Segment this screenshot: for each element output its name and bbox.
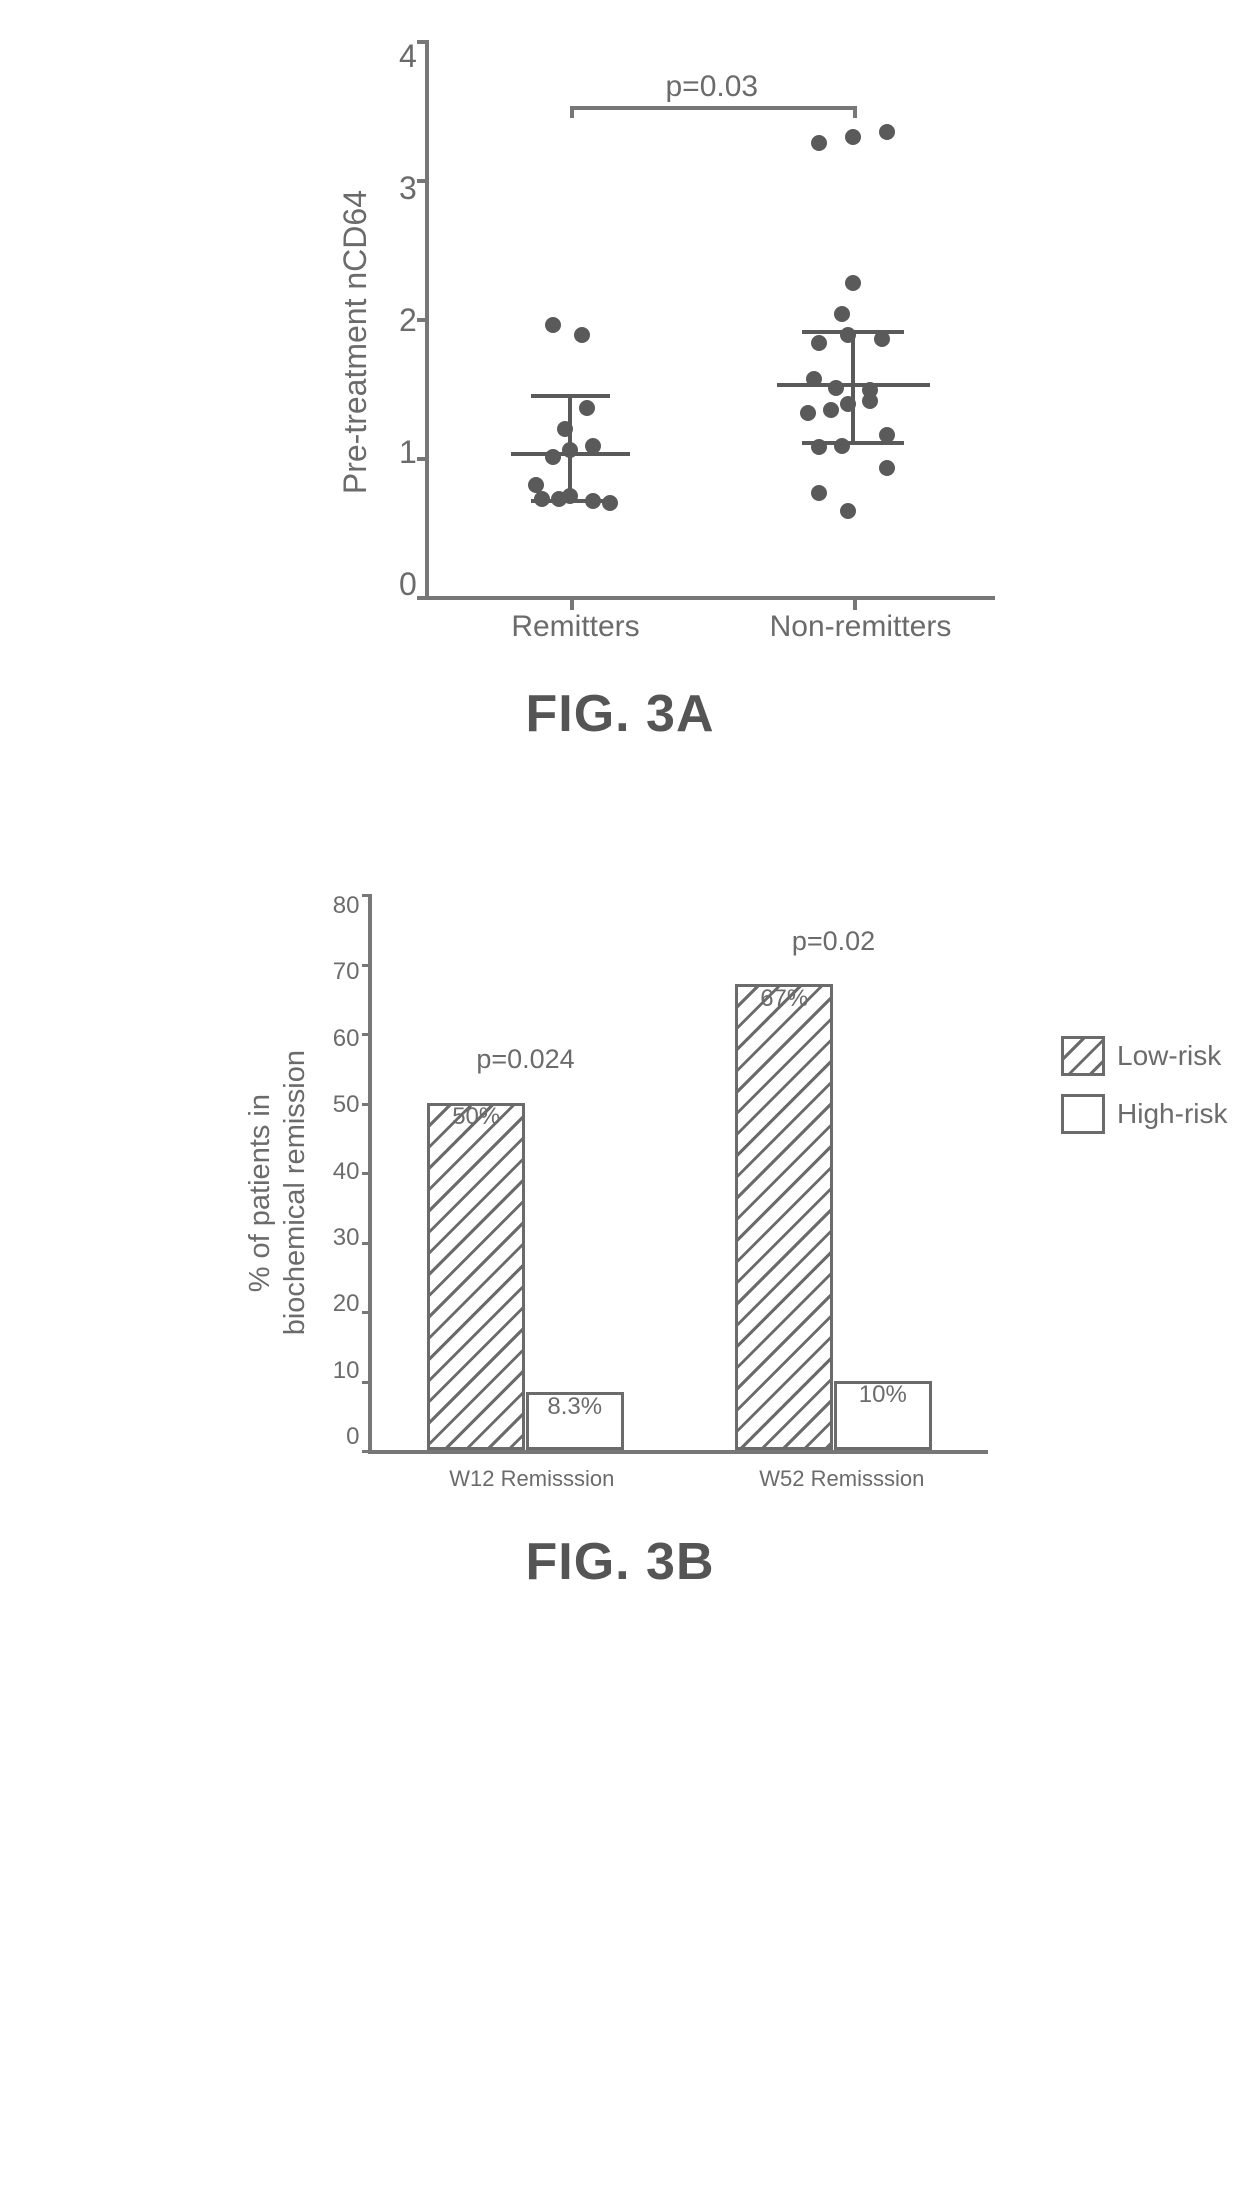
ci-line bbox=[851, 332, 855, 443]
data-point bbox=[879, 124, 895, 140]
bar-value-label: 67% bbox=[760, 985, 808, 1013]
data-point bbox=[828, 380, 844, 396]
data-point bbox=[840, 327, 856, 343]
data-point bbox=[845, 129, 861, 145]
data-point bbox=[534, 491, 550, 507]
figure-3a: Pre-treatment nCD64 4 3 2 1 0 bbox=[237, 40, 1003, 744]
plot-area: Low-risk High-risk p=0.02450%8.3%p=0.026… bbox=[368, 894, 988, 1454]
ytick: 70 bbox=[333, 960, 360, 984]
data-point bbox=[862, 382, 878, 398]
data-point bbox=[602, 495, 618, 511]
data-point bbox=[834, 306, 850, 322]
data-point bbox=[811, 135, 827, 151]
ytick: 4 bbox=[399, 40, 417, 72]
ytick: 2 bbox=[399, 304, 417, 336]
figure-title: FIG. 3A bbox=[525, 684, 714, 744]
y-axis-label: % of patients in biochemical remission bbox=[243, 1050, 313, 1335]
scatter-plot: Pre-treatment nCD64 4 3 2 1 0 bbox=[337, 40, 1003, 644]
ytick: 10 bbox=[333, 1359, 360, 1383]
data-point bbox=[800, 405, 816, 421]
ytick: 0 bbox=[333, 1425, 360, 1449]
figure-3b: % of patients in biochemical remission 8… bbox=[243, 894, 997, 1592]
bar-chart: % of patients in biochemical remission 8… bbox=[243, 894, 997, 1492]
p-value-label: p=0.024 bbox=[476, 1044, 574, 1075]
y-axis-ticks: 4 3 2 1 0 bbox=[399, 40, 417, 600]
ytick: 1 bbox=[399, 436, 417, 468]
data-point bbox=[823, 402, 839, 418]
data-point bbox=[879, 427, 895, 443]
x-axis-labels: W12 Remisssion W52 Remisssion bbox=[377, 1466, 997, 1492]
plot-area: p=0.03 bbox=[425, 40, 995, 600]
ytick: 0 bbox=[399, 568, 417, 600]
data-point bbox=[574, 327, 590, 343]
data-point bbox=[562, 488, 578, 504]
legend-swatch-hatched bbox=[1061, 1036, 1105, 1076]
bar bbox=[735, 984, 834, 1450]
data-point bbox=[811, 335, 827, 351]
x-category: Remitters bbox=[433, 610, 718, 644]
bar-value-label: 10% bbox=[859, 1381, 907, 1409]
data-point bbox=[806, 371, 822, 387]
y-axis-ticks: 80 70 60 50 40 30 20 10 0 bbox=[333, 894, 360, 1449]
data-point bbox=[585, 493, 601, 509]
p-value-label: p=0.03 bbox=[666, 70, 759, 104]
p-value-label: p=0.02 bbox=[792, 926, 875, 957]
bar-value-label: 8.3% bbox=[547, 1393, 602, 1421]
data-point bbox=[562, 442, 578, 458]
legend-swatch-open bbox=[1061, 1094, 1105, 1134]
data-point bbox=[840, 396, 856, 412]
ytick: 20 bbox=[333, 1292, 360, 1316]
x-axis-labels: Remitters Non-remitters bbox=[433, 610, 1003, 644]
ytick: 40 bbox=[333, 1160, 360, 1184]
ytick: 30 bbox=[333, 1226, 360, 1250]
ytick: 50 bbox=[333, 1093, 360, 1117]
data-point bbox=[585, 438, 601, 454]
data-point bbox=[579, 400, 595, 416]
data-point bbox=[811, 439, 827, 455]
y-axis-label: Pre-treatment nCD64 bbox=[337, 190, 374, 494]
p-value-bracket bbox=[570, 106, 853, 110]
data-point bbox=[545, 317, 561, 333]
legend-item-highrisk: High-risk bbox=[1061, 1094, 1227, 1134]
x-group-label: W12 Remisssion bbox=[377, 1466, 687, 1492]
data-point bbox=[557, 421, 573, 437]
ytick: 80 bbox=[333, 894, 360, 918]
legend-label: Low-risk bbox=[1117, 1040, 1221, 1072]
figure-title: FIG. 3B bbox=[525, 1532, 714, 1592]
data-point bbox=[811, 485, 827, 501]
data-point bbox=[545, 449, 561, 465]
bar bbox=[427, 1103, 526, 1451]
data-point bbox=[879, 460, 895, 476]
data-point bbox=[834, 438, 850, 454]
ytick: 60 bbox=[333, 1027, 360, 1051]
legend-item-lowrisk: Low-risk bbox=[1061, 1036, 1227, 1076]
bar-value-label: 50% bbox=[452, 1103, 500, 1131]
x-group-label: W52 Remisssion bbox=[687, 1466, 997, 1492]
legend-label: High-risk bbox=[1117, 1098, 1227, 1130]
ytick: 3 bbox=[399, 172, 417, 204]
data-point bbox=[845, 275, 861, 291]
x-category: Non-remitters bbox=[718, 610, 1003, 644]
data-point bbox=[874, 331, 890, 347]
legend: Low-risk High-risk bbox=[1061, 1036, 1227, 1134]
data-point bbox=[840, 503, 856, 519]
